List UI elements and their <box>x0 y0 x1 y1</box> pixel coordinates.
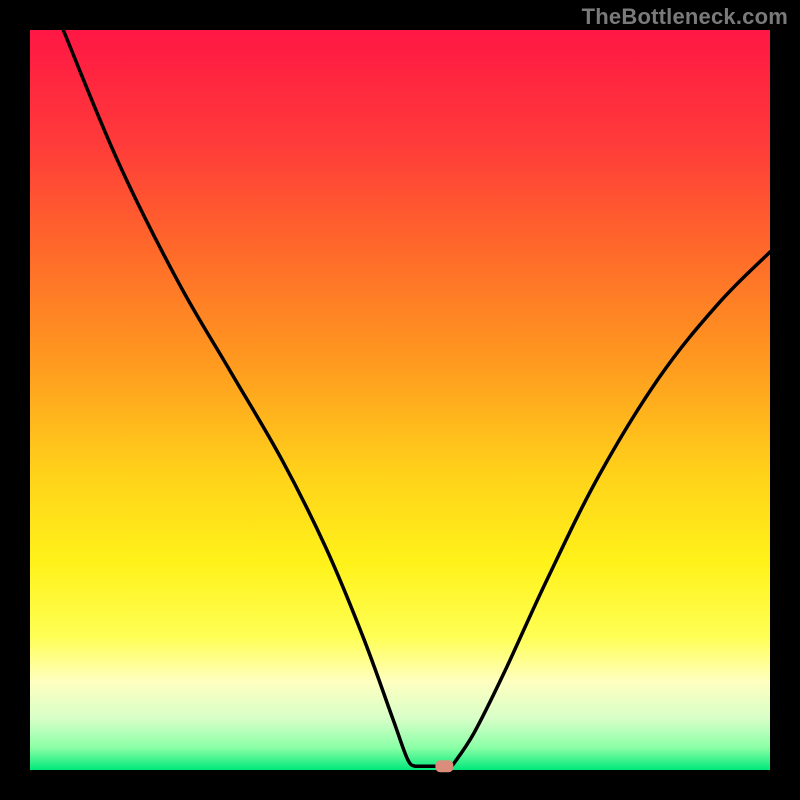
chart-root: TheBottleneck.com <box>0 0 800 800</box>
watermark-text: TheBottleneck.com <box>582 4 788 30</box>
plot-gradient-background <box>30 30 770 770</box>
bottleneck-chart <box>0 0 800 800</box>
solution-marker <box>435 760 453 772</box>
